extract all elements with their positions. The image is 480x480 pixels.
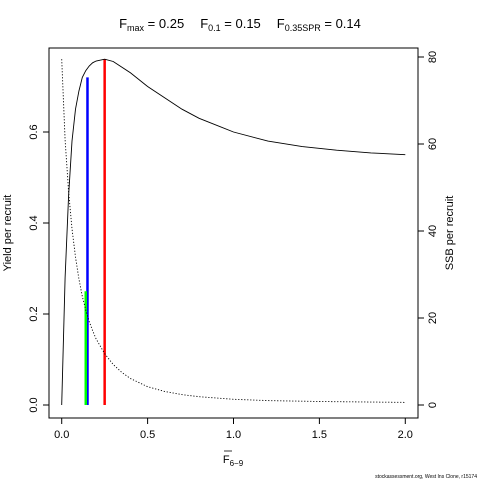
credit-text: stockassessment.org, West Ins Clone, r15… (375, 474, 477, 480)
x-tick-label: 0.5 (140, 429, 155, 441)
x-tick-label: 0.0 (54, 429, 69, 441)
y-right-tick-label: 40 (427, 225, 439, 237)
title-part-main: F (119, 16, 127, 31)
y-left-tick-label: 0.0 (28, 397, 40, 412)
y-axis-right-label: SSB per recruit (444, 196, 456, 271)
reference-lines (84, 59, 106, 405)
chart-title: Fmax = 0.25 F0.1 = 0.15 F0.35SPR = 0.14 (119, 16, 361, 33)
y-axis-left: 0.0 0.2 0.4 0.6 (28, 124, 49, 413)
title-part-value: = 0.14 (321, 16, 361, 31)
x-axis-label-sub: 6−9 (230, 459, 244, 468)
x-axis-label-main: F (223, 454, 230, 466)
series-group (61, 58, 406, 406)
y-right-tick-label: 80 (427, 51, 439, 63)
x-axis-label: F6−9 (223, 450, 244, 468)
y-axis-left-label: Yield per recruit (2, 195, 14, 272)
title-part-sub: 0.35SPR (285, 23, 322, 33)
x-tick-label: 2.0 (398, 429, 413, 441)
y-left-tick-label: 0.2 (28, 306, 40, 321)
x-tick-label: 1.5 (312, 429, 327, 441)
y-left-tick-label: 0.4 (28, 215, 40, 230)
y-axis-right: 0 20 40 60 80 (418, 51, 439, 408)
title-part-value: = 0.15 (221, 16, 261, 31)
y-right-tick-label: 0 (427, 402, 439, 408)
chart-title-text: Fmax = 0.25 F0.1 = 0.15 F0.35SPR = 0.14 (119, 16, 361, 33)
y-right-tick-label: 20 (427, 312, 439, 324)
yield-per-recruit-line (61, 58, 406, 406)
title-part-value: = 0.25 (144, 16, 184, 31)
x-axis-label-text: F6−9 (223, 454, 244, 468)
x-tick-label: 1.0 (226, 429, 241, 441)
title-part-sub: max (127, 23, 145, 33)
title-part-main: F (277, 16, 285, 31)
title-part-main: F (200, 16, 208, 31)
x-axis: 0.0 0.5 1.0 1.5 2.0 (54, 417, 413, 441)
y-left-tick-label: 0.6 (28, 124, 40, 139)
y-right-tick-label: 60 (427, 138, 439, 150)
ssb-per-recruit-line (61, 59, 406, 403)
title-part-sub: 0.1 (208, 23, 221, 33)
